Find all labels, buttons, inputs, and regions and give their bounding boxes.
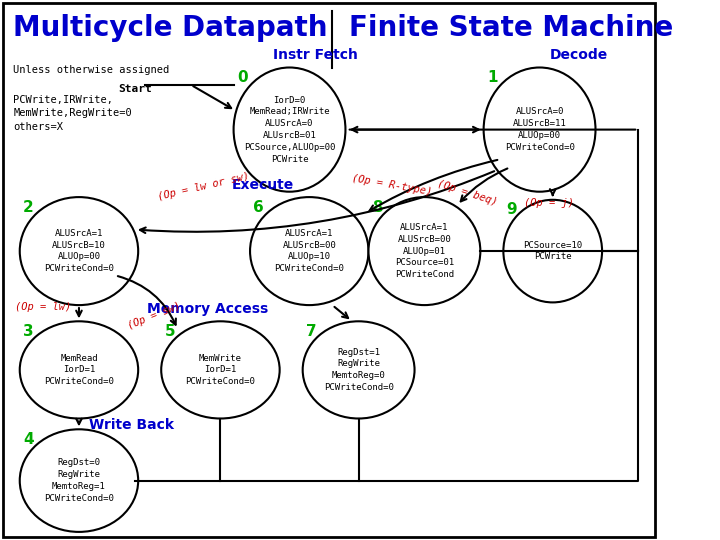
Text: PCWrite,IRWrite,: PCWrite,IRWrite, (13, 94, 113, 105)
Text: ALUSrcA=0
ALUSrcB=11
ALUOp=00
PCWriteCond=0: ALUSrcA=0 ALUSrcB=11 ALUOp=00 PCWriteCon… (505, 107, 575, 152)
Text: MemWrite,RegWrite=0: MemWrite,RegWrite=0 (13, 108, 132, 118)
Text: Memory Access: Memory Access (147, 302, 268, 316)
Text: Start: Start (119, 84, 152, 94)
Text: Unless otherwise assigned: Unless otherwise assigned (13, 65, 169, 75)
Ellipse shape (484, 68, 595, 192)
Text: others=X: others=X (13, 122, 63, 132)
Text: ALUSrcA=1
ALUSrcB=10
ALUOp=00
PCWriteCond=0: ALUSrcA=1 ALUSrcB=10 ALUOp=00 PCWriteCon… (44, 229, 114, 273)
Text: Execute: Execute (232, 178, 294, 192)
Text: PCSource=10
PCWrite: PCSource=10 PCWrite (523, 241, 582, 261)
Text: Instr Fetch: Instr Fetch (274, 48, 359, 62)
Text: MemRead
IorD=1
PCWriteCond=0: MemRead IorD=1 PCWriteCond=0 (44, 354, 114, 386)
Ellipse shape (369, 197, 480, 305)
Text: ALUSrcA=1
ALUSrcB=00
ALUOp=10
PCWriteCond=0: ALUSrcA=1 ALUSrcB=00 ALUOp=10 PCWriteCon… (274, 229, 344, 273)
Text: Finite State Machine: Finite State Machine (348, 14, 673, 42)
Text: 7: 7 (306, 324, 317, 339)
Text: 6: 6 (253, 200, 264, 215)
Text: Multicycle Datapath: Multicycle Datapath (13, 14, 328, 42)
Text: Write Back: Write Back (89, 418, 174, 432)
Text: Decode: Decode (550, 48, 608, 62)
Text: 3: 3 (23, 324, 34, 339)
Text: (Op = sw): (Op = sw) (127, 301, 183, 331)
Text: (Op = beq): (Op = beq) (436, 179, 498, 208)
Text: 5: 5 (164, 324, 175, 339)
Ellipse shape (503, 200, 602, 302)
Ellipse shape (19, 197, 138, 305)
Text: 8: 8 (372, 200, 382, 215)
Text: 2: 2 (23, 200, 34, 215)
Ellipse shape (233, 68, 346, 192)
Ellipse shape (19, 429, 138, 532)
Text: (Op = R-type): (Op = R-type) (351, 173, 433, 197)
Text: (Op = lw): (Op = lw) (14, 302, 71, 312)
Text: ALUSrcA=1
ALUSrcB=00
ALUOp=01
PCSource=01
PCWriteCond: ALUSrcA=1 ALUSrcB=00 ALUOp=01 PCSource=0… (395, 223, 454, 279)
Text: MemWrite
IorD=1
PCWriteCond=0: MemWrite IorD=1 PCWriteCond=0 (186, 354, 256, 386)
Text: (Op = lw or sw): (Op = lw or sw) (157, 171, 251, 202)
Text: 0: 0 (237, 70, 248, 85)
Text: 1: 1 (487, 70, 498, 85)
Text: RegDst=0
RegWrite
MemtoReg=1
PCWriteCond=0: RegDst=0 RegWrite MemtoReg=1 PCWriteCond… (44, 458, 114, 503)
Ellipse shape (19, 321, 138, 419)
Text: RegDst=1
RegWrite
MemtoReg=0
PCWriteCond=0: RegDst=1 RegWrite MemtoReg=0 PCWriteCond… (324, 348, 394, 392)
Text: IorD=0
MemRead;IRWrite
ALUSrcA=0
ALUsrcB=01
PCSource,ALUOp=00
PCWrite: IorD=0 MemRead;IRWrite ALUSrcA=0 ALUsrcB… (244, 96, 336, 164)
Ellipse shape (161, 321, 279, 419)
Ellipse shape (302, 321, 415, 419)
Ellipse shape (250, 197, 369, 305)
Text: (Op = j): (Op = j) (524, 198, 575, 207)
Text: 9: 9 (507, 202, 517, 218)
Text: 4: 4 (23, 432, 34, 447)
